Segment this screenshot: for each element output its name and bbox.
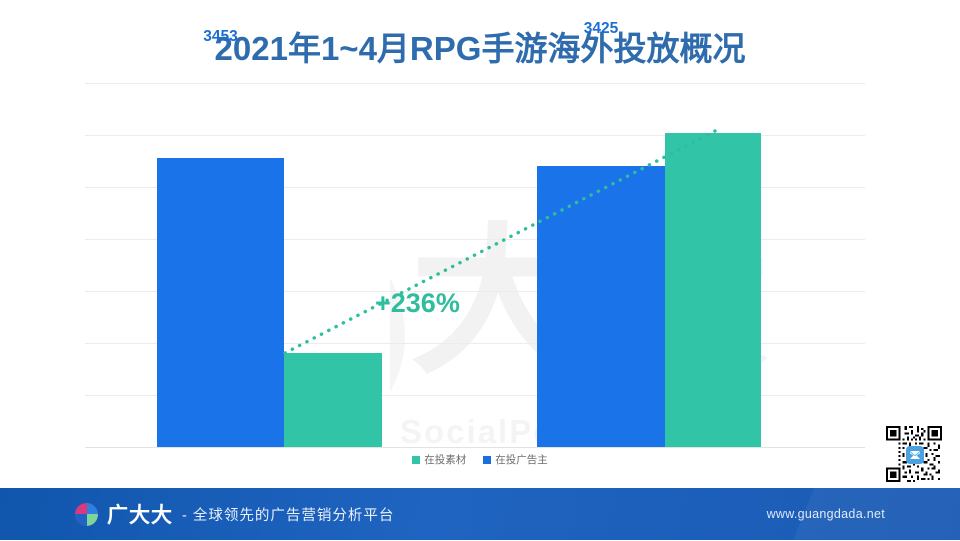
legend-swatch-blue-icon [483,455,492,464]
page-title: 2021年1~4月RPG手游海外投放概况 [214,30,746,67]
wechat-badge-icon [906,446,924,464]
legend-label-advertisers: 在投广告主 [495,454,548,466]
chart-legend: 在投素材 在投广告主 [0,452,960,467]
bar-value-label-2021: 3425 [583,20,619,37]
legend-item-advertisers[interactable]: 在投广告主 [483,452,548,467]
growth-annotation: +236% [375,288,460,318]
footer-brand-group: 广大大 - 全球领先的广告营销分析平台 [75,488,394,540]
guangdada-logo-icon [75,502,98,526]
footer-website-url[interactable]: www.guangdada.net [766,507,885,521]
legend-item-creatives[interactable]: 在投素材 [412,452,466,467]
bar-advertisers-2021[interactable] [537,166,665,447]
legend-label-creatives: 在投素材 [424,454,467,466]
footer-bar: 广大大 - 全球领先的广告营销分析平台 www.guangdada.net [0,488,960,540]
gridline-0-5 [85,395,865,396]
footer-brand-name: 广大大 [107,504,173,527]
bar-advertisers-2020[interactable] [157,158,284,447]
chart-container: 大大 SocialPeta 中国站 3.5 M 3.0 M 2.5 M 2.0 … [0,20,960,540]
gridline-3-5 [85,83,865,84]
footer-tagline: - 全球领先的广告营销分析平台 [182,507,395,524]
bar-creatives-2020[interactable] [284,353,382,447]
bar-creatives-2021[interactable] [665,133,761,447]
legend-swatch-teal-icon [412,455,421,464]
envelope-icon [910,451,920,459]
bar-value-label-2020: 3453 [203,28,238,45]
gridline-0-0 [85,447,865,448]
plot-area: 3.5 M 3.0 M 2.5 M 2.0 M 1.5 M 1.0 M 0.5 … [85,20,865,448]
